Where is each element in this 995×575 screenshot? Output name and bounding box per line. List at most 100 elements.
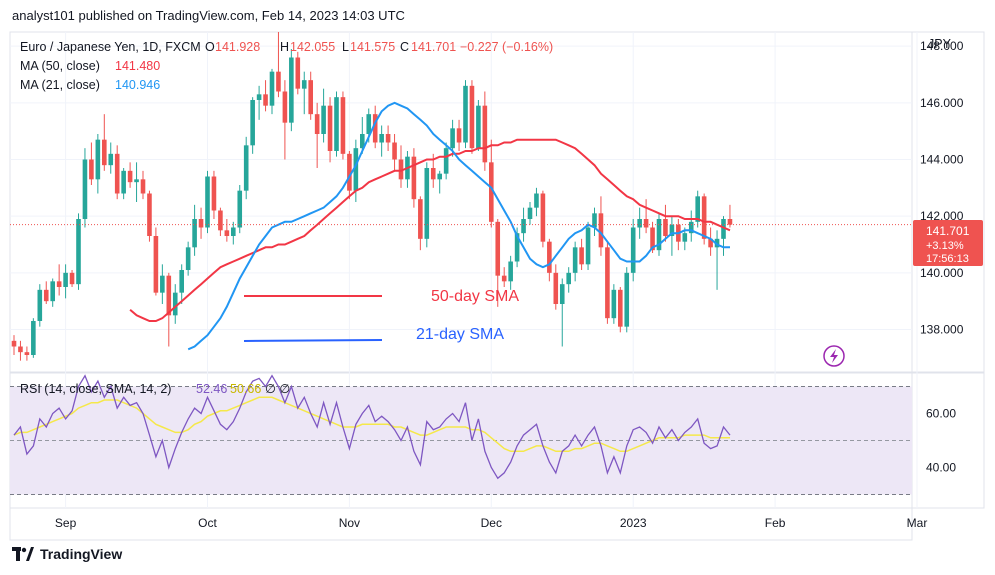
price-tick-label: 138.000	[920, 323, 964, 337]
candle-body	[637, 219, 642, 228]
candle-body	[82, 159, 88, 219]
candle-body	[134, 179, 139, 183]
ma21-line	[187, 101, 730, 351]
ohlc-open-value: 141.928	[215, 40, 260, 54]
candle-body	[347, 153, 352, 191]
candle-body	[598, 213, 604, 248]
candle-body	[534, 193, 539, 208]
candle-body	[566, 272, 571, 285]
price-tick-label: 148.000	[920, 39, 964, 53]
candle-body	[559, 284, 565, 304]
ma50-legend-label: MA (50, close)	[20, 59, 100, 73]
time-tick-label: 2023	[620, 516, 647, 530]
candle-body	[553, 272, 559, 304]
candle-body	[63, 272, 68, 287]
rsi-legend-value: 52.46	[196, 382, 227, 396]
candle-body	[166, 275, 172, 316]
candle-body	[663, 219, 668, 236]
candle-body	[372, 114, 378, 143]
candle-body	[643, 219, 649, 228]
candle-body	[334, 97, 339, 151]
rsi-tick-label: 60.00	[926, 407, 956, 421]
candle-body	[76, 219, 81, 285]
candle-body	[650, 227, 655, 251]
candle-body	[172, 292, 178, 316]
time-tick-label: Mar	[907, 516, 928, 530]
sma21-annotation-text: 21-day SMA	[416, 326, 504, 343]
candle-body	[56, 281, 62, 287]
time-tick-label: Nov	[339, 516, 360, 530]
candle-body	[514, 233, 520, 262]
rsi-axis-frame	[911, 372, 985, 509]
candle-body	[121, 170, 126, 194]
candle-body	[379, 134, 384, 143]
candle-body	[95, 139, 101, 180]
tradingview-brand[interactable]: TradingView	[12, 546, 122, 562]
candle-body	[340, 97, 346, 154]
candle-body	[360, 134, 365, 149]
candle-body	[469, 85, 475, 149]
rsi-legend-label: RSI (14, close, SMA, 14, 2)	[20, 382, 171, 396]
candle-body	[482, 105, 488, 163]
time-tick-label: Oct	[198, 516, 217, 530]
candle-body	[708, 238, 713, 248]
candle-body	[43, 289, 49, 302]
candle-body	[231, 227, 236, 236]
candle-body	[385, 134, 391, 143]
candle-body	[308, 80, 313, 115]
candle-body	[476, 105, 481, 149]
candle-body	[611, 289, 617, 319]
candle-body	[527, 207, 533, 219]
candle-body	[456, 128, 462, 143]
candle-body	[489, 162, 494, 222]
candle-body	[450, 128, 455, 149]
candlestick-series[interactable]	[11, 32, 733, 361]
candle-body	[263, 94, 268, 106]
time-axis-frame	[9, 507, 913, 541]
candle-body	[282, 91, 288, 123]
rsi-legend-sma: 50.66	[230, 382, 261, 396]
candle-body	[353, 148, 359, 191]
candle-body	[140, 179, 146, 194]
candle-body	[392, 142, 397, 160]
candle-body	[721, 219, 726, 239]
candle-body	[243, 145, 249, 191]
candle-body	[50, 281, 55, 302]
candle-body	[108, 153, 114, 166]
lightning-icon[interactable]	[823, 345, 845, 367]
ohlc-high-label: H	[280, 40, 289, 54]
ma21-legend-label: MA (21, close)	[20, 78, 100, 92]
publisher-line: analyst101 published on TradingView.com,…	[12, 8, 405, 23]
ma50-legend-value: 141.480	[115, 59, 160, 73]
candle-body	[69, 272, 75, 285]
candle-body	[301, 80, 307, 89]
candle-body	[89, 159, 94, 180]
candle-body	[618, 289, 623, 327]
candle-body	[102, 139, 107, 166]
candle-body	[592, 213, 597, 228]
candle-body	[463, 85, 468, 143]
rsi-lines	[13, 374, 731, 480]
candle-body	[682, 233, 688, 242]
price-tick-label: 144.000	[920, 153, 964, 167]
candle-body	[185, 247, 191, 270]
candle-body	[430, 168, 436, 180]
candle-body	[727, 219, 733, 225]
price-badge-price: 141.701	[926, 224, 970, 238]
candle-body	[521, 219, 526, 234]
price-tick-label: 146.000	[920, 96, 964, 110]
symbol-title: Euro / Japanese Yen, 1D, FXCM	[20, 40, 201, 54]
price-badge	[913, 220, 983, 266]
candle-body	[237, 190, 243, 228]
rsi-legend-extra: ∅ ∅	[265, 382, 290, 396]
candle-body	[605, 247, 610, 319]
price-axis-frame	[911, 31, 985, 373]
candle-body	[11, 340, 17, 347]
candle-body	[547, 241, 552, 273]
candle-body	[424, 168, 430, 239]
candle-body	[179, 270, 184, 293]
price-tick-label: 142.000	[920, 209, 964, 223]
candle-body	[147, 193, 152, 236]
tradingview-logo-icon	[12, 547, 34, 561]
